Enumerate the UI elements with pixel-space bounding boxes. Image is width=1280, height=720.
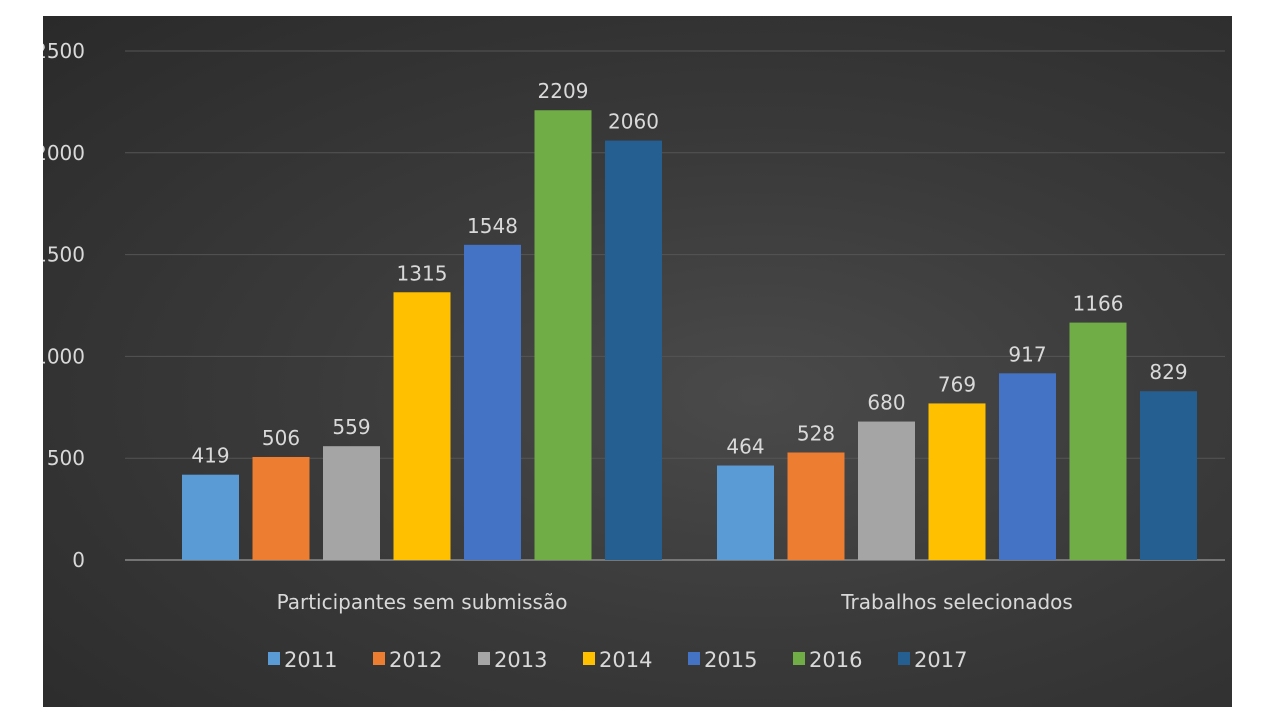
bar-2012 — [787, 452, 845, 560]
bar-2015 — [464, 244, 521, 560]
legend-swatch-2015 — [688, 652, 700, 665]
legend-swatch-2014 — [583, 652, 595, 665]
x-category-label: Participantes sem submissão — [277, 590, 568, 614]
legend-label: 2016 — [809, 648, 862, 672]
data-label: 559 — [332, 415, 370, 439]
bar-2015 — [999, 373, 1056, 560]
bar-2013 — [323, 446, 380, 560]
data-label: 464 — [726, 435, 764, 459]
data-label: 829 — [1149, 360, 1187, 384]
legend-swatch-2013 — [478, 652, 490, 665]
bar-2017 — [1140, 391, 1197, 560]
y-tick-label: 500 — [47, 446, 85, 470]
data-label: 1166 — [1073, 292, 1124, 316]
bar-2017 — [605, 140, 662, 561]
y-tick-label: 1500 — [43, 243, 85, 267]
legend-label: 2015 — [704, 648, 757, 672]
data-label: 917 — [1008, 342, 1046, 366]
data-label: 1548 — [467, 214, 518, 238]
bar-2014 — [928, 403, 986, 560]
bar-2016 — [534, 110, 592, 561]
x-category-label: Trabalhos selecionados — [840, 590, 1073, 614]
data-label: 2060 — [608, 110, 659, 134]
bar-chart: 0 500 1000 1500 2000 2500 419 506 559 1315 1548 220… — [43, 39, 1225, 672]
data-label: 2209 — [538, 79, 589, 103]
legend-label: 2011 — [284, 648, 337, 672]
legend-label: 2013 — [494, 648, 547, 672]
data-label: 1315 — [397, 261, 448, 285]
data-label: 506 — [262, 426, 300, 450]
data-label: 680 — [867, 391, 905, 415]
bar-2011 — [717, 465, 774, 560]
legend-label: 2012 — [389, 648, 442, 672]
chart-area: 0 500 1000 1500 2000 2500 419 506 559 1315 1548 220… — [43, 16, 1232, 707]
legend-swatch-2012 — [373, 652, 385, 665]
bar-2014 — [393, 292, 451, 560]
bar-2011 — [182, 474, 239, 560]
legend-swatch-2017 — [898, 652, 910, 665]
data-label: 419 — [191, 444, 229, 468]
y-tick-label: 0 — [72, 548, 85, 572]
y-tick-label: 1000 — [43, 344, 85, 368]
legend-swatch-2016 — [793, 652, 805, 665]
bar-2013 — [858, 421, 915, 560]
bar-2012 — [252, 456, 310, 560]
legend-label: 2017 — [914, 648, 967, 672]
bar-2016 — [1069, 322, 1127, 560]
y-tick-label: 2000 — [43, 141, 85, 165]
data-label: 769 — [938, 372, 976, 396]
y-tick-label: 2500 — [43, 39, 85, 63]
legend-label: 2014 — [599, 648, 652, 672]
data-label: 528 — [797, 421, 835, 445]
legend-swatch-2011 — [268, 652, 280, 665]
